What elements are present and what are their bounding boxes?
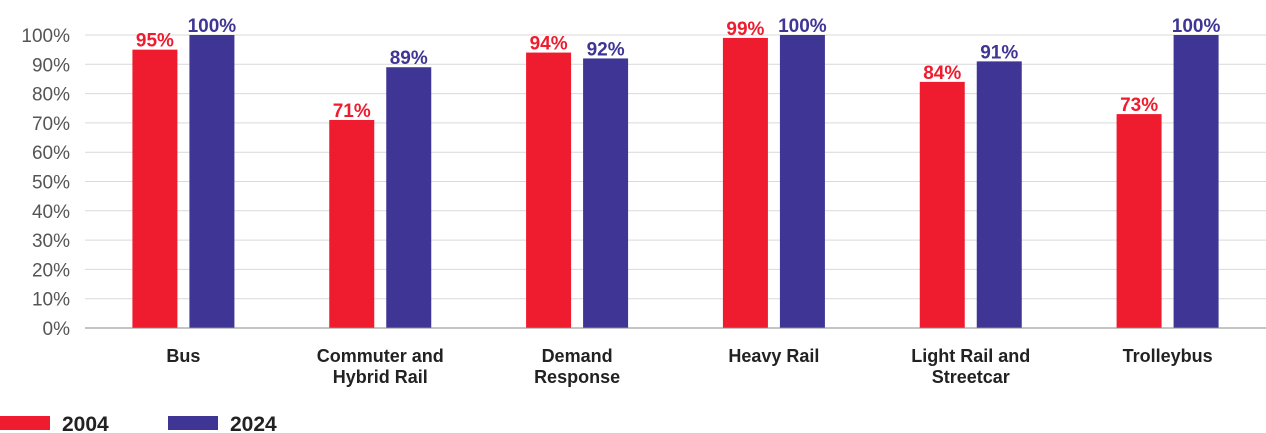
data-label-2004: 99%: [726, 19, 764, 40]
bar-2024: [779, 35, 825, 328]
bar-2004: [526, 52, 572, 328]
data-label-2004: 73%: [1120, 95, 1158, 116]
legend-swatch-2004: [0, 416, 50, 430]
bar-2004: [1116, 114, 1162, 328]
bar-2024: [1173, 35, 1219, 328]
y-tick-label: 70%: [32, 114, 70, 135]
y-tick-label: 30%: [32, 231, 70, 252]
y-tick-label: 0%: [43, 319, 71, 340]
data-label-2004: 71%: [333, 101, 371, 122]
bar-2024: [583, 58, 629, 328]
y-tick-label: 20%: [32, 260, 70, 281]
bar-2004: [329, 119, 375, 328]
gridlines: [85, 34, 1266, 300]
x-category-label: Commuter and Hybrid Rail: [317, 346, 444, 387]
data-label-2024: 91%: [980, 42, 1018, 63]
x-category-label: Trolleybus: [1123, 346, 1213, 366]
data-label-2024: 100%: [188, 16, 237, 37]
data-label-2024: 100%: [1172, 16, 1221, 37]
x-category-label: Light Rail and Streetcar: [911, 346, 1030, 387]
legend-label-2024: 2024: [230, 413, 277, 433]
bars: 95% 100% 71% 89% 94% 92% 99% 100% 84% 91% 73% 100%: [132, 16, 1221, 329]
data-label-2024: 89%: [390, 48, 428, 69]
bar-2024: [189, 35, 235, 328]
data-label-2004: 95%: [136, 31, 174, 52]
legend: 2004 2024: [0, 413, 277, 433]
data-label-2024: 100%: [778, 16, 827, 37]
y-axis: 0% 10% 20% 30% 40% 50% 60% 70% 80% 90% 100%: [21, 26, 70, 340]
x-category-label: Heavy Rail: [728, 346, 819, 366]
y-tick-label: 100%: [21, 26, 70, 47]
legend-swatch-2024: [168, 416, 218, 430]
x-category-label: Bus: [166, 346, 200, 366]
data-label-2004: 84%: [923, 63, 961, 84]
data-label-2024: 92%: [587, 39, 625, 60]
y-tick-label: 40%: [32, 202, 70, 223]
bar-2004: [919, 81, 965, 328]
y-tick-label: 50%: [32, 173, 70, 194]
bar-2004: [722, 37, 768, 329]
legend-label-2004: 2004: [62, 413, 109, 433]
x-category-label: Demand Response: [534, 346, 620, 387]
bar-2004: [132, 49, 178, 329]
y-tick-label: 60%: [32, 143, 70, 164]
bar-2024: [386, 67, 432, 328]
bar-2024: [976, 61, 1022, 329]
x-axis: Bus Commuter and Hybrid Rail Demand Response…: [85, 327, 1266, 387]
y-tick-label: 80%: [32, 85, 70, 106]
data-label-2004: 94%: [530, 34, 568, 55]
y-tick-label: 10%: [32, 290, 70, 311]
y-tick-label: 90%: [32, 55, 70, 76]
